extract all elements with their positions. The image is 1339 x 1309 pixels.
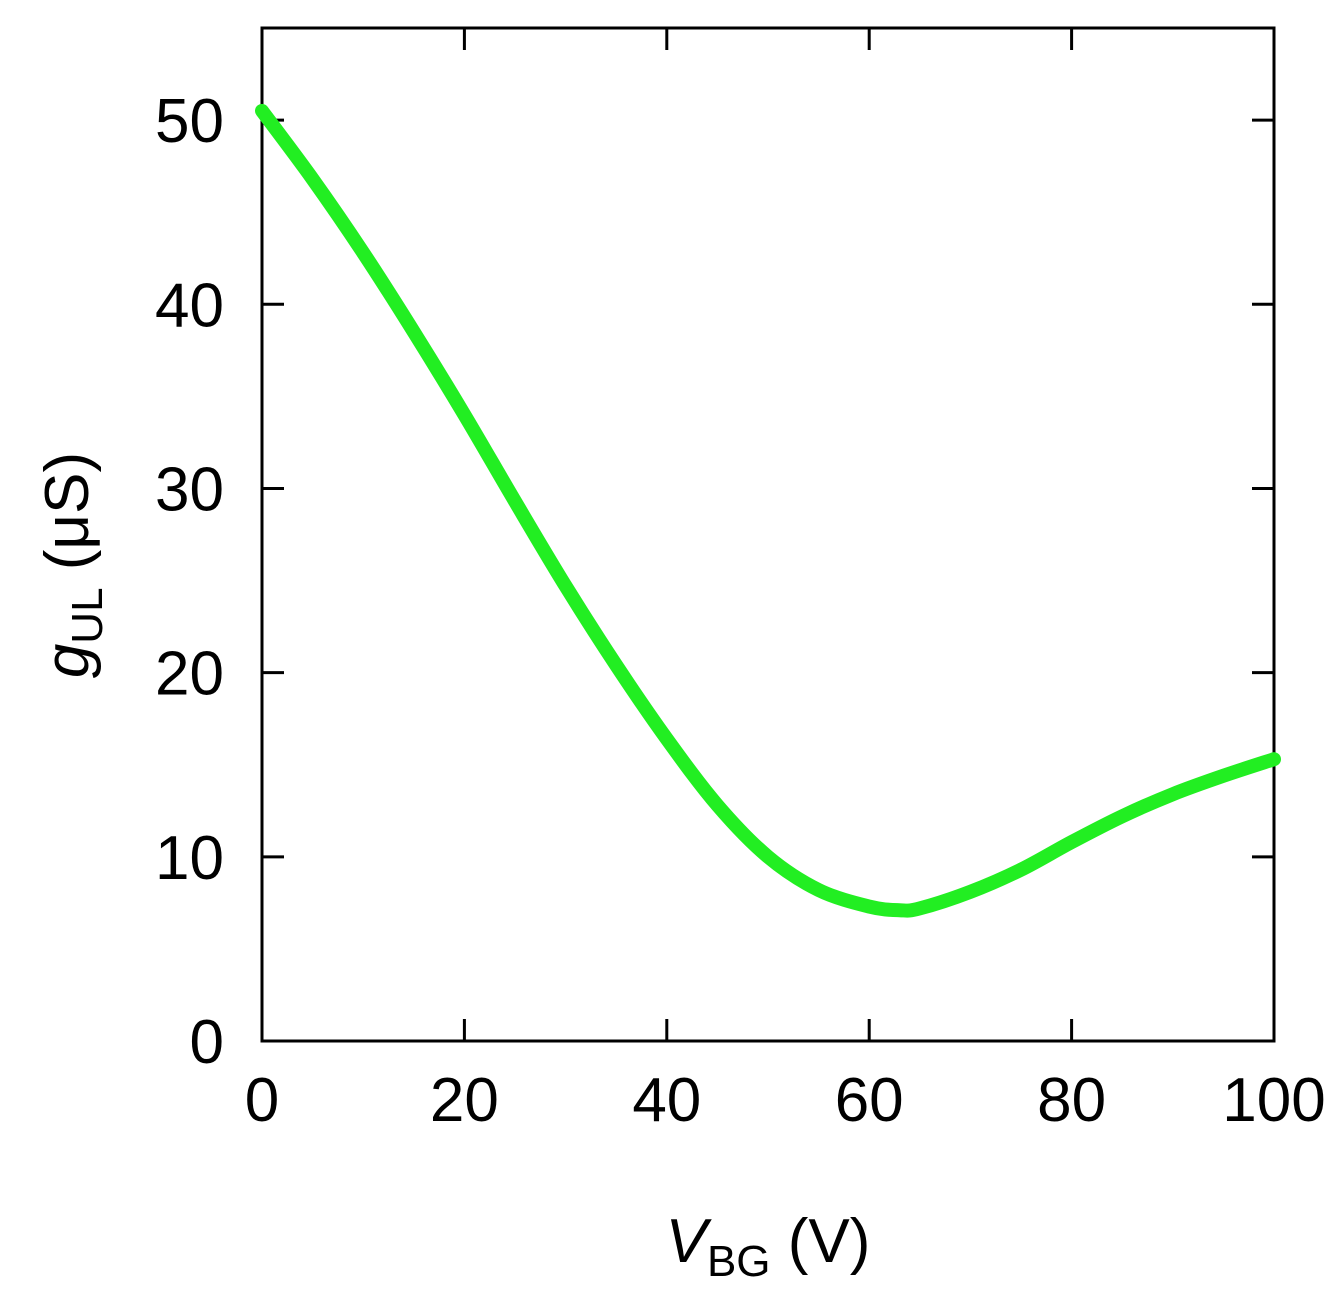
x-axis-label-sub: BG — [707, 1237, 771, 1286]
y-tick-label: 0 — [190, 1008, 224, 1077]
y-tick-label: 50 — [155, 87, 224, 156]
y-tick-label: 30 — [155, 455, 224, 524]
y-axis-label: gUL (μS) — [33, 452, 112, 678]
x-tick-label: 60 — [835, 1066, 904, 1135]
x-tick-label: 80 — [1037, 1066, 1106, 1135]
y-tick-label: 40 — [155, 271, 224, 340]
x-axis-label-main: V — [666, 1207, 713, 1276]
x-axis-label-unit: (V) — [771, 1207, 871, 1276]
x-tick-label: 100 — [1222, 1066, 1325, 1135]
x-axis-label: VBG (V) — [666, 1207, 871, 1286]
plot-frame — [260, 26, 1276, 1043]
y-axis-label-sub: UL — [63, 587, 112, 643]
series-group — [255, 103, 1281, 918]
x-tick-label: 20 — [430, 1066, 499, 1135]
y-tick-label: 20 — [155, 640, 224, 709]
y-axis-label-main: g — [33, 644, 102, 678]
y-axis-label-unit: (μS) — [33, 452, 102, 588]
plot-frame-group — [260, 26, 1276, 1043]
x-tick-label: 40 — [632, 1066, 701, 1135]
x-tick-label: 0 — [245, 1066, 279, 1135]
series-line-0 — [255, 103, 1281, 918]
y-tick-label: 10 — [155, 824, 224, 893]
tick-labels: 0 20 40 60 80 100 0 10 20 30 40 50 — [155, 87, 1326, 1135]
ticks — [260, 28, 1276, 1043]
